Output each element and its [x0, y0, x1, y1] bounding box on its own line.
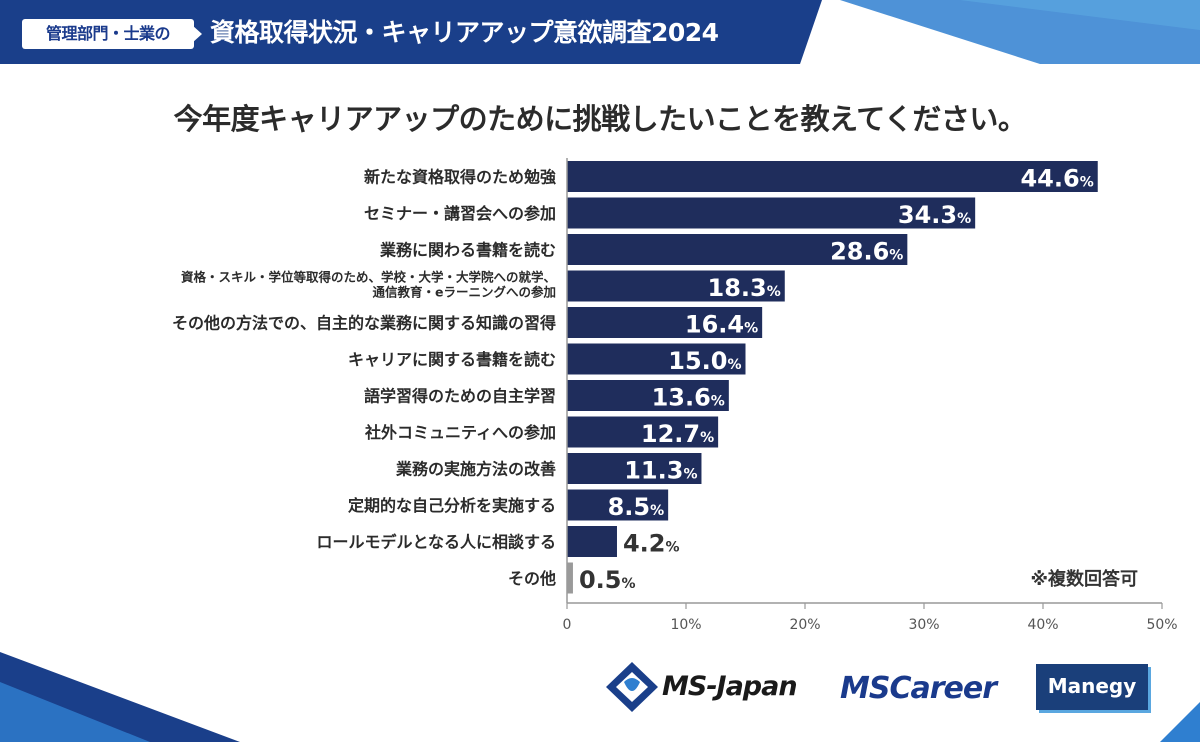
value-label: 15.0%	[668, 347, 741, 375]
value-number: 8.5	[608, 493, 651, 521]
category-label: キャリアに関する書籍を読む	[348, 350, 556, 369]
value-unit: %	[700, 430, 714, 446]
value-label: 34.3%	[898, 201, 971, 229]
category-label: 語学習得のための自主学習	[364, 387, 556, 406]
value-unit: %	[767, 284, 781, 300]
value-number: 16.4	[685, 311, 744, 339]
bar	[567, 453, 702, 484]
value-number: 13.6	[652, 384, 711, 412]
ms-career-logo: MSCareer	[840, 671, 997, 706]
value-number: 12.7	[641, 420, 700, 448]
value-label: 13.6%	[652, 384, 725, 412]
bar	[567, 380, 729, 411]
value-number: 28.6	[830, 238, 889, 266]
survey-title: 資格取得状況・キャリアアップ意欲調査2024	[210, 18, 719, 47]
category-label: 社外コミュニティへの参加	[364, 423, 556, 442]
multiple-answers-note: ※複数回答可	[1030, 569, 1139, 590]
value-label: 8.5%	[608, 493, 665, 521]
manegy-logo: Manegy	[1036, 664, 1148, 710]
value-label: 18.3%	[708, 274, 781, 302]
category-label: セミナー・講習会への参加	[364, 204, 556, 223]
value-number: 11.3	[624, 457, 683, 485]
x-tick-label: 0	[563, 617, 572, 633]
value-unit: %	[889, 248, 903, 264]
value-unit: %	[711, 394, 725, 410]
value-unit: %	[1080, 175, 1094, 191]
category-label-line: 通信教育・eラーニングへの参加	[373, 285, 556, 300]
bar	[567, 270, 785, 302]
x-tick-label: 40%	[1027, 617, 1058, 633]
value-number: 44.6	[1020, 165, 1079, 193]
x-tick-label: 10%	[670, 617, 701, 633]
value-label: 16.4%	[685, 311, 758, 339]
bar	[567, 234, 908, 265]
corner-decoration-right	[1160, 702, 1200, 742]
value-unit: %	[650, 503, 664, 519]
bar	[567, 489, 669, 521]
category-label: 定期的な自己分析を実施する	[347, 496, 556, 515]
bar	[567, 416, 719, 448]
value-label: 4.2%	[623, 530, 680, 558]
category-label: 資格・スキル・学位等取得のため、学校・大学・大学院への就学、通信教育・eラーニン…	[181, 270, 556, 300]
category-label-line: 資格・スキル・学位等取得のため、学校・大学・大学院への就学、	[181, 270, 556, 285]
value-unit: %	[727, 357, 741, 373]
value-label: 11.3%	[624, 457, 697, 485]
value-unit: %	[621, 576, 635, 592]
value-number: 18.3	[708, 274, 767, 302]
category-label: その他の方法での、自主的な業務に関する知識の習得	[172, 314, 556, 333]
value-label: 44.6%	[1020, 165, 1093, 193]
value-number: 0.5	[579, 566, 622, 594]
header-band	[0, 0, 1200, 64]
value-unit: %	[683, 467, 697, 483]
x-tick-label: 30%	[908, 617, 939, 633]
chart-title: 今年度キャリアアップのために挑戦したいことを教えてください。	[173, 102, 1027, 136]
ms-japan-emblem-icon	[606, 662, 658, 712]
ms-japan-logo-text: MS-Japan	[662, 671, 798, 702]
value-number: 34.3	[898, 201, 957, 229]
value-number: 15.0	[668, 347, 727, 375]
value-label: 28.6%	[830, 238, 903, 266]
category-label: 業務の実施方法の改善	[395, 460, 556, 479]
survey-badge: 管理部門・士業の	[22, 19, 194, 49]
value-unit: %	[665, 540, 679, 556]
value-number: 4.2	[623, 530, 666, 558]
value-unit: %	[744, 321, 758, 337]
ms-japan-logo: MS-Japan	[604, 660, 820, 714]
bar	[567, 161, 1098, 192]
bar	[567, 197, 976, 229]
value-label: 0.5%	[579, 566, 636, 594]
bar	[567, 562, 573, 594]
category-label: 業務に関わる書籍を読む	[379, 241, 556, 260]
bar	[567, 307, 763, 338]
value-unit: %	[957, 211, 971, 227]
category-label: 新たな資格取得のため勉強	[364, 168, 556, 187]
category-label: ロールモデルとなる人に相談する	[316, 533, 556, 552]
bar	[567, 343, 746, 375]
x-tick-label: 50%	[1146, 617, 1177, 633]
category-label: その他	[508, 569, 556, 588]
bar	[567, 526, 617, 557]
badge-arrow-icon	[192, 25, 202, 43]
corner-decoration-left	[0, 652, 240, 742]
value-label: 12.7%	[641, 420, 714, 448]
x-tick-label: 20%	[789, 617, 820, 633]
